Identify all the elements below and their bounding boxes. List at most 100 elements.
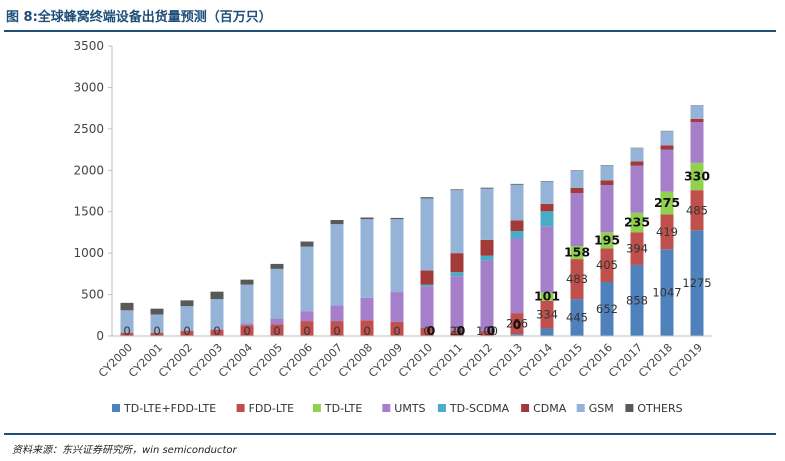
data-label-td-lte: 195: [594, 232, 620, 247]
legend-label: GSM: [589, 402, 614, 415]
bar-segment-fdd-lte: [420, 327, 434, 336]
bar-segment-gsm: [150, 314, 164, 333]
bar-segment-td-lte-fdd-lte: [690, 230, 704, 336]
data-label-lte-combined: 0: [273, 324, 280, 338]
data-label-td-lte-zero: 0: [427, 323, 436, 338]
legend-swatch: [236, 404, 245, 412]
title-divider: [4, 30, 776, 32]
data-label-fdd-lte: 100: [476, 324, 498, 338]
bar-segment-others: [390, 217, 404, 220]
bar-segment-td-scdma: [420, 284, 434, 287]
bar-segment-umts: [270, 318, 284, 325]
bar-segment-fdd-lte: [270, 324, 284, 336]
chart-title: 图 8:全球蜂窝终端设备出货量预测（百万只）: [6, 10, 272, 25]
data-label-lte-combined: 1275: [682, 276, 711, 290]
data-label-lte-combined: 858: [626, 293, 648, 307]
bar-segment-cdma: [540, 203, 554, 212]
bar-segment-gsm: [450, 190, 464, 254]
bar-segment-others: [360, 217, 374, 220]
bar-segment-fdd-lte: [600, 248, 614, 282]
bar-segment-td-lte-fdd-lte: [570, 299, 584, 336]
y-tick-label: 2500: [73, 122, 104, 136]
bar-segment-umts: [630, 165, 644, 213]
data-label-lte-combined: 445: [566, 311, 588, 325]
bar-segment-umts: [330, 305, 344, 322]
bar-segment-umts: [540, 226, 554, 293]
footer-divider: [4, 433, 776, 435]
bar-segment-td-lte-fdd-lte: [630, 264, 644, 336]
bar-segment-gsm: [630, 148, 644, 162]
legend-label: UMTS: [394, 402, 425, 415]
bar-segment-fdd-lte: [240, 325, 254, 336]
bar-segment-others: [150, 308, 164, 315]
bar-segment-umts: [690, 122, 704, 163]
bar-segment-umts: [510, 238, 524, 314]
bar-segment-others: [210, 291, 224, 300]
bar-segment-cdma: [420, 270, 434, 285]
bar-segment-gsm: [270, 268, 284, 319]
legend-swatch: [112, 404, 120, 412]
bar-segment-fdd-lte: [360, 320, 374, 336]
bar-segment-td-scdma: [540, 211, 554, 227]
data-label-lte-combined: 0: [483, 324, 490, 338]
data-label-lte-combined: 0: [213, 324, 220, 338]
bar-segment-td-scdma: [480, 255, 494, 261]
data-label-fdd-lte: 419: [656, 225, 678, 239]
bar-segment-td-lte: [600, 232, 614, 249]
data-label-fdd-lte: 405: [596, 258, 618, 272]
bar-segment-gsm: [390, 219, 404, 293]
bar-segment-fdd-lte: [510, 313, 524, 335]
bar-segment-fdd-lte: [120, 332, 134, 336]
bar-segment-gsm: [570, 170, 584, 189]
legend-label: TD-SCDMA: [449, 402, 510, 415]
bar-segment-td-lte: [630, 212, 644, 233]
y-tick-label: 3500: [73, 39, 104, 53]
legend-label: CDMA: [533, 402, 567, 415]
bar-segment-td-scdma: [450, 272, 464, 277]
bar-segment-umts: [450, 276, 464, 331]
bar-segment-gsm: [210, 299, 224, 329]
bar-segment-fdd-lte: [390, 321, 404, 336]
bar-segment-fdd-lte: [540, 300, 554, 329]
bar-segment-gsm: [540, 181, 554, 204]
bar-segment-cdma: [570, 188, 584, 193]
legend-swatch: [437, 404, 446, 412]
bar-segment-fdd-lte: [660, 214, 674, 250]
data-label-lte-combined: 0: [123, 324, 130, 338]
bar-segment-cdma: [630, 161, 644, 166]
source-note: 资料来源：东兴证券研究所，win semiconductor: [12, 445, 237, 456]
legend-swatch: [382, 404, 391, 412]
bar-segment-gsm: [120, 310, 134, 333]
data-label-td-lte: 235: [624, 215, 650, 230]
bar-segment-umts: [180, 330, 194, 332]
bar-segment-umts: [390, 292, 404, 322]
bar-segment-td-lte: [660, 191, 674, 215]
data-label-td-lte: 101: [534, 289, 560, 304]
data-label-fdd-lte: 483: [566, 272, 588, 286]
bar-segment-fdd-lte: [300, 321, 314, 336]
bar-segment-fdd-lte: [330, 321, 344, 336]
bar-segment-gsm: [660, 131, 674, 146]
legend-label: TD-LTE: [324, 402, 362, 415]
bar-segment-umts: [240, 323, 254, 326]
data-label-td-lte: 275: [654, 195, 680, 210]
bar-segment-td-lte-fdd-lte: [660, 249, 674, 336]
data-label-lte-combined: 0: [153, 324, 160, 338]
bar-segment-fdd-lte: [690, 190, 704, 231]
bar-segment-gsm: [510, 184, 524, 221]
data-label-lte-combined: 0: [423, 324, 430, 338]
bar-series-group: [120, 105, 704, 336]
bar-segment-umts: [600, 185, 614, 233]
data-label-td-lte: 158: [564, 245, 590, 260]
bar-segment-cdma: [600, 180, 614, 186]
bar-segment-umts: [480, 260, 494, 332]
bar-segment-td-lte-fdd-lte: [510, 334, 524, 336]
bar-segment-gsm: [300, 246, 314, 312]
bar-segment-fdd-lte: [150, 332, 164, 336]
bar-segment-cdma: [510, 220, 524, 232]
bar-segment-gsm: [180, 306, 194, 331]
bar-segment-others: [450, 189, 464, 191]
y-tick-label: 1500: [73, 205, 104, 219]
